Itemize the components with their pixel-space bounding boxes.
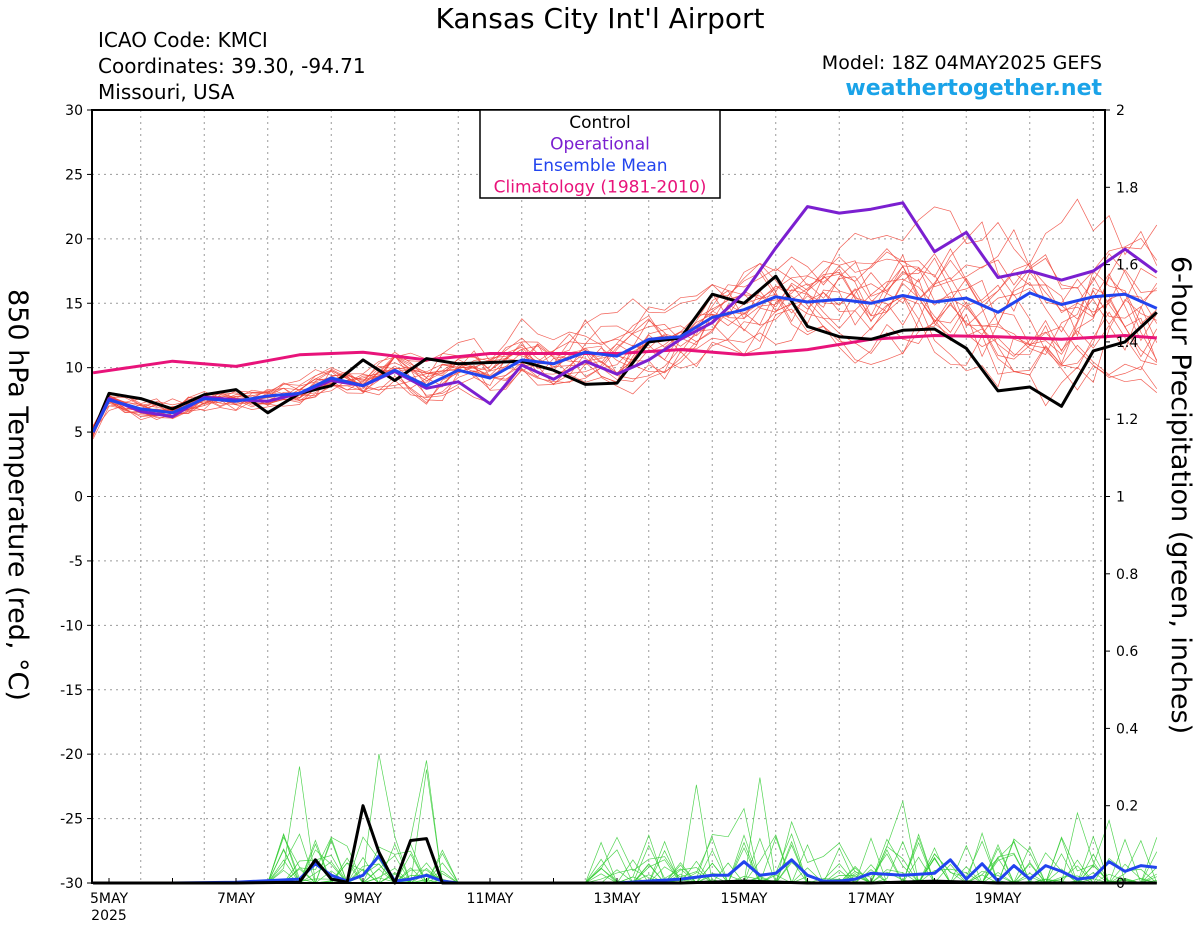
y-axis-label-left: 850 hPa Temperature (red, °C) bbox=[2, 289, 33, 701]
precip-member-lines bbox=[93, 753, 1158, 884]
y2-tick-label: 0.8 bbox=[1116, 567, 1138, 583]
precip-member-line bbox=[93, 811, 1157, 884]
y-tick-label: 10 bbox=[65, 361, 83, 377]
x-tick-label: 13MAY bbox=[594, 891, 641, 907]
y2-tick-label: 1.8 bbox=[1116, 180, 1138, 196]
coordinates: Coordinates: 39.30, -94.71 bbox=[98, 54, 366, 78]
y-tick-label: 15 bbox=[65, 296, 83, 312]
y2-tick-label: 1.6 bbox=[1116, 258, 1138, 274]
y2-tick-label: 0.2 bbox=[1116, 799, 1138, 815]
temperature-member-line bbox=[92, 224, 1158, 426]
temperature-member-line bbox=[92, 206, 1158, 429]
x-tick-sublabel: 2025 bbox=[91, 908, 127, 924]
temperature-member-line bbox=[92, 251, 1157, 432]
legend-box bbox=[479, 109, 721, 199]
x-tick-label: 7MAY bbox=[217, 891, 255, 907]
y-tick-label: -25 bbox=[60, 812, 83, 828]
precip-member-line bbox=[93, 819, 1158, 884]
precip-member-line bbox=[93, 760, 1157, 884]
x-tick-label: 19MAY bbox=[975, 891, 1022, 907]
temperature-member-line bbox=[92, 253, 1158, 428]
legend-entry: Ensemble Mean bbox=[532, 156, 667, 176]
precip-member-line bbox=[93, 837, 1158, 884]
ensemble-mean-temp-line bbox=[91, 291, 1158, 433]
y2-tick-label: 0 bbox=[1116, 876, 1125, 892]
y-axis-label-right: 6-hour Precipitation (green, inches) bbox=[1165, 256, 1196, 735]
y-tick-label: -10 bbox=[60, 618, 83, 634]
legend-entry: Operational bbox=[550, 135, 650, 155]
y2-tick-label: 1.4 bbox=[1116, 335, 1138, 351]
icao-code: ICAO Code: KMCI bbox=[98, 28, 268, 52]
y2-tick-label: 1 bbox=[1116, 490, 1125, 506]
y-tick-label: -30 bbox=[60, 876, 83, 892]
temperature-member-line bbox=[92, 285, 1157, 432]
y2-tick-label: 0.4 bbox=[1116, 721, 1138, 737]
x-tick-label: 17MAY bbox=[848, 891, 895, 907]
x-tick-label: 5MAY bbox=[90, 891, 128, 907]
y2-tick-label: 1.2 bbox=[1116, 412, 1138, 428]
temperature-member-line bbox=[92, 259, 1158, 427]
climatology-1981-2010-temp-line bbox=[92, 334, 1157, 375]
legend-entry: Control bbox=[569, 113, 630, 133]
legend-entry: Climatology (1981-2010) bbox=[494, 178, 707, 198]
y-tick-label: -5 bbox=[69, 554, 83, 570]
temperature-member-line bbox=[92, 267, 1158, 431]
x-tick-label: 9MAY bbox=[344, 891, 382, 907]
temperature-member-line bbox=[92, 282, 1158, 436]
site-link[interactable]: weathertogether.net bbox=[845, 76, 1102, 101]
precip-member-line bbox=[93, 784, 1157, 884]
control-temp-line bbox=[91, 274, 1158, 433]
x-tick-label: 11MAY bbox=[467, 891, 514, 907]
series-lines bbox=[91, 201, 1158, 885]
y2-tick-label: 0.6 bbox=[1116, 644, 1138, 660]
location: Missouri, USA bbox=[98, 80, 235, 104]
y-tick-label: -20 bbox=[60, 747, 83, 763]
precip-member-line bbox=[93, 832, 1157, 884]
x-tick-label: 15MAY bbox=[721, 891, 768, 907]
grid bbox=[92, 110, 1105, 883]
y2-tick-label: 2 bbox=[1116, 103, 1125, 119]
y-tick-label: 20 bbox=[65, 232, 83, 248]
model-run: Model: 18Z 04MAY2025 GEFS bbox=[821, 52, 1102, 74]
operational-temp-line bbox=[91, 201, 1158, 433]
temperature-member-line bbox=[92, 277, 1157, 440]
axes: 302520151050-5-10-15-20-25-3021.81.61.41… bbox=[60, 103, 1138, 924]
precip-member-line bbox=[93, 753, 1157, 884]
y-tick-label: 5 bbox=[74, 425, 83, 441]
ensemble-mean-precip-line bbox=[93, 854, 1157, 885]
y-tick-label: 25 bbox=[65, 167, 83, 183]
precip-member-line bbox=[93, 766, 1158, 884]
y-tick-label: 30 bbox=[65, 103, 83, 119]
y-tick-label: 0 bbox=[74, 490, 83, 506]
chart-title: Kansas City Int'l Airport bbox=[435, 2, 765, 35]
y-tick-label: -15 bbox=[60, 683, 83, 699]
